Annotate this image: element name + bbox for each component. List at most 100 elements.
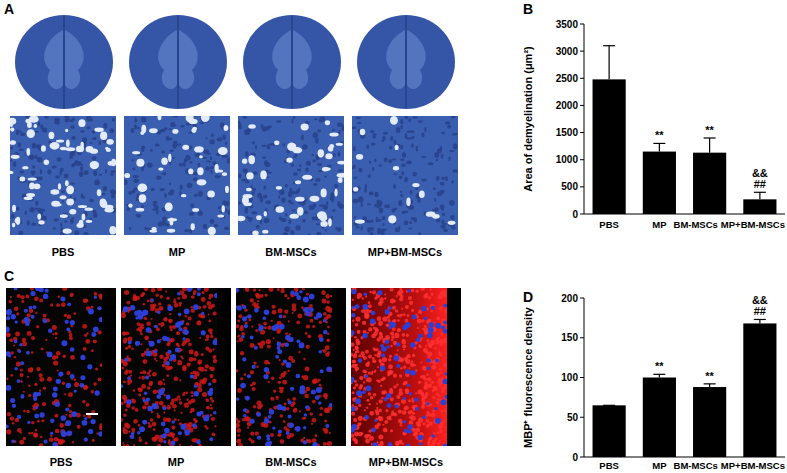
texture xyxy=(447,125,451,129)
texture xyxy=(400,145,403,150)
vacuole xyxy=(106,139,113,145)
vacuole xyxy=(69,209,76,215)
mbp-dot xyxy=(330,295,332,297)
nucleus xyxy=(192,423,196,427)
texture xyxy=(353,146,356,152)
texture xyxy=(276,120,282,122)
vacuole xyxy=(84,207,93,210)
vacuole xyxy=(260,171,267,180)
mbp-dot xyxy=(206,427,209,430)
background xyxy=(236,288,346,446)
nucleus xyxy=(171,420,175,424)
vacuole xyxy=(194,146,204,152)
vacuole xyxy=(27,129,35,138)
mbp-dot xyxy=(62,355,65,358)
vacuole xyxy=(151,227,156,230)
texture xyxy=(288,220,291,225)
nucleus xyxy=(94,296,97,299)
nucleus xyxy=(309,307,314,312)
mbp-dot xyxy=(45,339,47,341)
mbp-dot xyxy=(319,384,322,387)
vacuole xyxy=(412,183,419,187)
texture xyxy=(440,225,445,229)
mbp-dot xyxy=(64,393,66,395)
mbp-dot xyxy=(197,360,202,365)
texture xyxy=(227,158,230,164)
texture xyxy=(227,210,230,215)
mbp-dot xyxy=(131,406,135,410)
texture xyxy=(451,116,455,118)
vacuole xyxy=(90,161,99,169)
mbp-dot xyxy=(186,338,191,343)
texture xyxy=(325,229,327,232)
mbp-dot xyxy=(247,427,249,429)
mbp-dot xyxy=(142,370,146,374)
texture xyxy=(305,168,308,172)
mbp-dot xyxy=(303,358,305,360)
texture xyxy=(452,169,458,172)
texture xyxy=(251,211,257,214)
mbp-dot xyxy=(174,409,176,411)
texture xyxy=(82,196,85,199)
nucleus xyxy=(175,347,180,352)
mbp-dot xyxy=(157,444,161,446)
nucleus xyxy=(130,305,135,310)
mbp-dot xyxy=(250,298,254,302)
mbp-dot xyxy=(271,377,274,380)
mbp-dot xyxy=(288,356,293,361)
mbp-dot xyxy=(56,351,61,356)
nucleus xyxy=(7,309,12,314)
mbp-dot xyxy=(28,368,33,373)
vacuole xyxy=(26,148,30,156)
vacuole xyxy=(104,208,113,213)
nucleus xyxy=(165,337,170,342)
mbp-dot xyxy=(151,318,153,320)
mbp-dot xyxy=(121,418,123,421)
texture xyxy=(295,225,301,230)
nucleus xyxy=(33,392,38,397)
texture xyxy=(413,172,418,177)
mbp-dot xyxy=(238,334,241,337)
texture xyxy=(285,184,288,188)
mbp-dot xyxy=(31,432,33,434)
mbp-dot xyxy=(185,391,188,394)
mbp-dot xyxy=(253,361,256,364)
texture xyxy=(400,191,403,193)
nucleus xyxy=(241,335,244,338)
mbp-dot xyxy=(27,313,31,317)
nucleus xyxy=(290,387,294,391)
texture xyxy=(210,170,212,174)
mbp-dot xyxy=(326,314,331,319)
vacuole xyxy=(167,229,176,233)
mbp-dot xyxy=(93,382,97,386)
mbp-dot xyxy=(208,305,213,310)
nucleus xyxy=(277,342,282,347)
vacuole xyxy=(111,159,116,166)
texture xyxy=(283,143,285,146)
nucleus xyxy=(157,339,161,343)
nucleus xyxy=(21,395,25,399)
texture xyxy=(440,146,442,152)
grey-matter xyxy=(65,30,84,89)
mbp-dot xyxy=(292,312,294,314)
mbp-dot xyxy=(154,325,157,328)
nucleus xyxy=(271,325,277,331)
mbp-dot xyxy=(170,329,173,332)
vacuole xyxy=(66,186,74,195)
mbp-dot xyxy=(163,412,165,414)
mbp-dot xyxy=(277,288,280,291)
texture xyxy=(367,203,371,205)
nucleus xyxy=(43,319,47,323)
texture xyxy=(252,141,255,144)
nucleus xyxy=(297,339,301,343)
texture xyxy=(34,155,38,159)
zoom-tissue xyxy=(124,116,230,235)
texture xyxy=(19,170,24,173)
mbp-dot xyxy=(137,322,141,326)
mbp-dot xyxy=(369,291,372,294)
mbp-dot xyxy=(25,294,29,298)
texture xyxy=(111,194,115,199)
texture xyxy=(156,209,159,214)
mbp-dot xyxy=(35,429,37,431)
texture xyxy=(134,117,137,123)
